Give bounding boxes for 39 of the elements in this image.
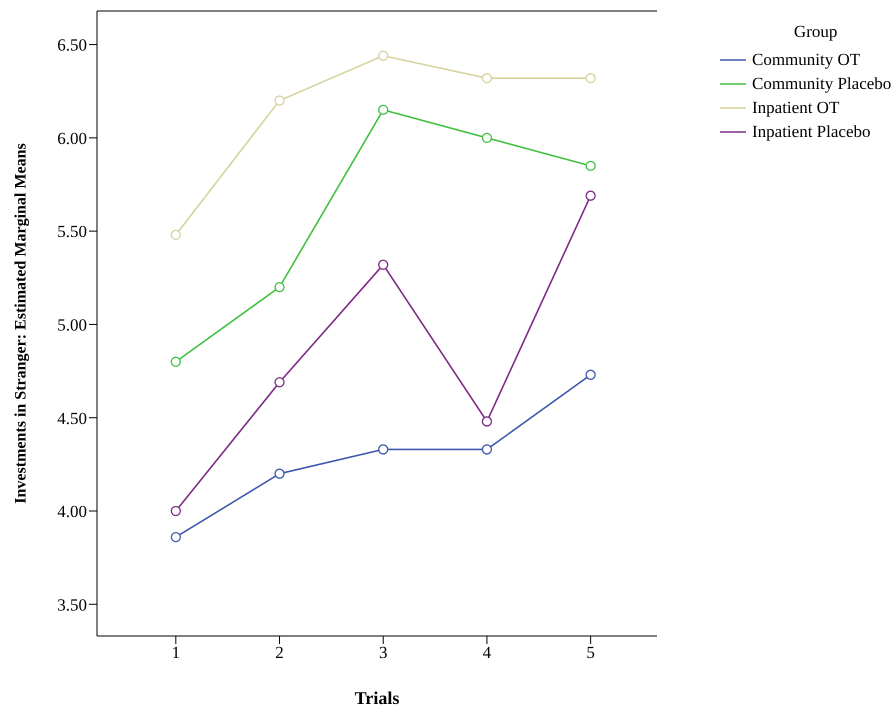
- point: [170, 356, 181, 367]
- point: [170, 532, 181, 542]
- x-tick-label: 5: [586, 643, 595, 662]
- point: [170, 230, 181, 240]
- point: [585, 160, 596, 171]
- point: [274, 282, 285, 292]
- legend-label: Inpatient Placebo: [752, 122, 870, 142]
- legend-label: Community OT: [752, 50, 860, 70]
- x-tick-label: 3: [378, 643, 388, 662]
- point: [482, 132, 492, 144]
- point: [274, 377, 285, 388]
- point: [378, 50, 388, 61]
- y-tick-label: 6.00: [57, 128, 87, 148]
- point: [170, 506, 181, 516]
- point: [482, 73, 492, 84]
- point: [378, 444, 388, 455]
- y-tick-label: 5.00: [57, 315, 87, 334]
- x-tick-label: 1: [172, 643, 180, 662]
- point: [482, 416, 492, 427]
- point: [378, 104, 388, 116]
- y-tick-label: 4.50: [57, 408, 87, 428]
- x-tick-label: 4: [482, 643, 492, 662]
- y-axis-title: Investments in Stranger: Estimated Marginal Means: [12, 143, 30, 504]
- y-tick-label: 4.00: [57, 502, 87, 522]
- y-tick-label: 3.50: [57, 595, 87, 614]
- point: [585, 73, 596, 84]
- point: [378, 260, 388, 270]
- x-axis-title: Trials: [354, 688, 400, 708]
- legend-label: Community Placebo: [752, 74, 892, 94]
- y-tick-label: 6.50: [57, 36, 87, 55]
- point: [585, 370, 596, 380]
- point: [585, 190, 596, 201]
- legend-label: Inpatient OT: [752, 98, 840, 118]
- point: [482, 444, 492, 455]
- y-tick-label: 5.50: [57, 222, 87, 242]
- legend-title: Group: [792, 22, 838, 42]
- point: [274, 95, 285, 106]
- x-tick-label: 2: [275, 643, 284, 662]
- point: [274, 468, 285, 479]
